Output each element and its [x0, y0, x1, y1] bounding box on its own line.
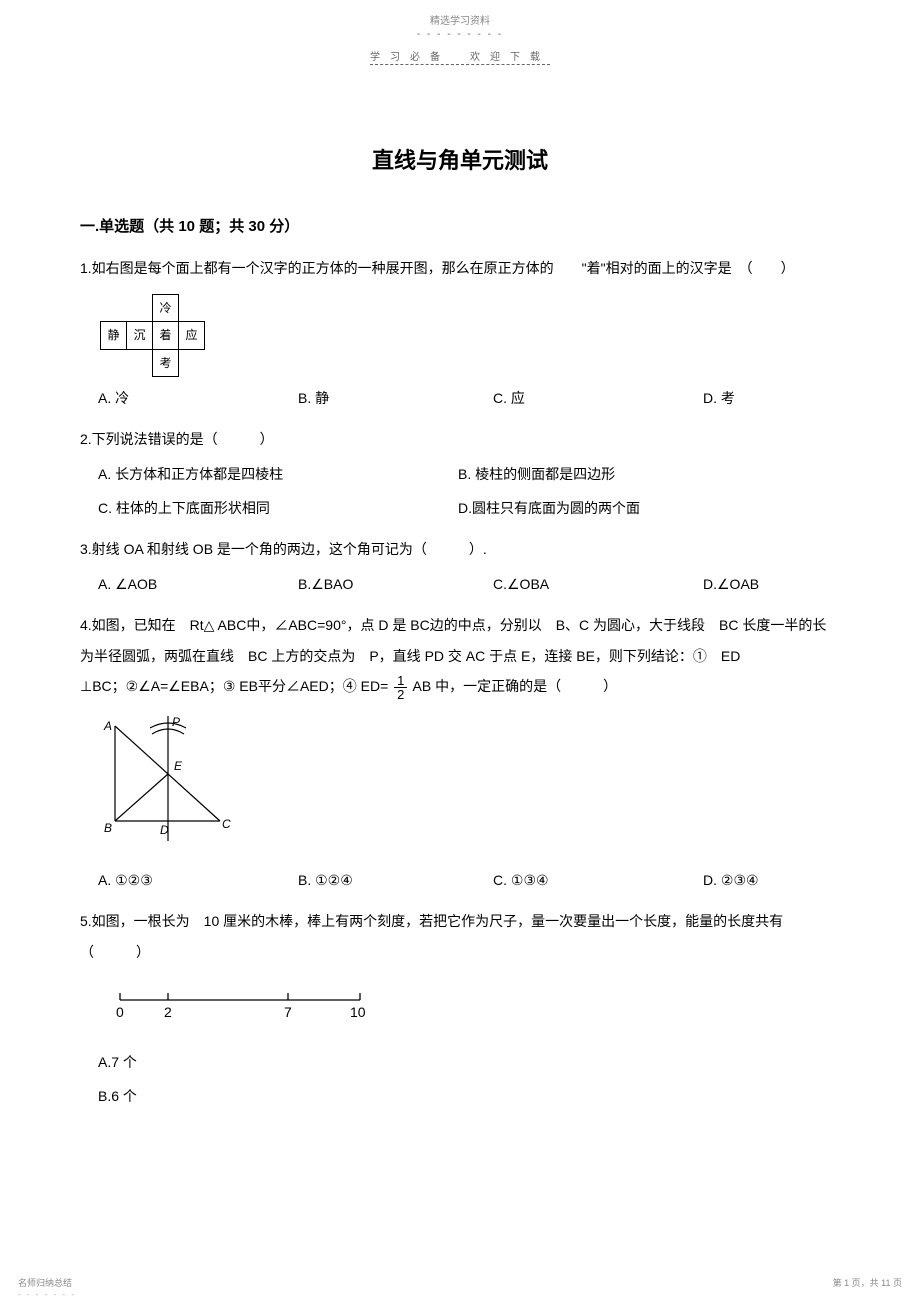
q1-option-a: A. 冷	[98, 383, 298, 414]
tick-7: 7	[284, 1004, 292, 1020]
label-c: C	[222, 817, 231, 831]
net-cell-2: 沉	[127, 322, 153, 349]
question-4: 4.如图，已知在 Rt△ ABC中，∠ABC=90°，点 D 是 BC边的中点，…	[80, 610, 840, 896]
q2-option-c: C. 柱体的上下底面形状相同	[98, 493, 458, 524]
q2-option-d: D.圆柱只有底面为圆的两个面	[458, 493, 640, 524]
q5-option-b: B.6 个	[98, 1080, 840, 1114]
fraction-one-half: 1 2	[394, 674, 407, 701]
tick-0: 0	[116, 1004, 124, 1020]
label-e: E	[174, 759, 183, 773]
question-3: 3.射线 OA 和射线 OB 是一个角的两边，这个角可记为（ ）. A. ∠AO…	[80, 534, 840, 600]
q4-text-line1: 4.如图，已知在 Rt△ ABC中，∠ABC=90°，点 D 是 BC边的中点，…	[80, 610, 840, 672]
q4-text-pre: ⊥BC；②∠A=∠EBA；③ EB平分∠AED；④ ED=	[80, 678, 392, 694]
q4-option-a: A. ①②③	[98, 865, 298, 896]
net-cell-1: 静	[101, 322, 127, 349]
net-cell-4: 应	[179, 322, 205, 349]
q1-option-b: B. 静	[298, 383, 493, 414]
doc-source-header: 精选学习资料	[0, 0, 920, 27]
q4-text-line2: ⊥BC；②∠A=∠EBA；③ EB平分∠AED；④ ED= 1 2 AB 中，一…	[80, 671, 840, 702]
frac-denominator: 2	[394, 688, 407, 701]
label-a: A	[103, 719, 112, 733]
net-cell-top: 冷	[153, 294, 179, 321]
label-b: B	[104, 821, 112, 835]
q3-option-a: A. ∠AOB	[98, 569, 298, 600]
footer-right: 第 1 页，共 11 页	[833, 1276, 902, 1289]
net-cell-bottom: 考	[153, 349, 179, 376]
q1-cube-net-figure: 冷 静 沉 着 应 考	[100, 294, 840, 377]
doc-sub-header: 学习必备 欢迎下载	[0, 48, 920, 63]
q4-text-post: AB 中，一定正确的是（ ）	[413, 678, 618, 694]
q3-text: 3.射线 OA 和射线 OB 是一个角的两边，这个角可记为（ ）.	[80, 534, 840, 565]
page-title: 直线与角单元测试	[0, 143, 920, 175]
net-cell-3: 着	[153, 322, 179, 349]
label-p: P	[172, 716, 180, 729]
content-area: 一.单选题（共 10 题；共 30 分） 1.如右图是每个面上都有一个汉字的正方…	[0, 175, 920, 1113]
q3-option-c: C.∠OBA	[493, 569, 703, 600]
frac-numerator: 1	[394, 674, 407, 688]
tick-2: 2	[164, 1004, 172, 1020]
q2-option-b: B. 棱柱的侧面都是四边形	[458, 459, 615, 490]
q1-text: 1.如右图是每个面上都有一个汉字的正方体的一种展开图，那么在原正方体的 "着"相…	[80, 253, 840, 284]
q4-option-d: D. ②③④	[703, 865, 759, 896]
footer-dots: - - - - - - -	[18, 1290, 76, 1299]
question-5: 5.如图，一根长为 10 厘米的木棒，棒上有两个刻度，若把它作为尺子，量一次要量…	[80, 906, 840, 1114]
label-d: D	[160, 823, 169, 837]
doc-header-dots: - - - - - - - - -	[0, 29, 920, 40]
q1-option-d: D. 考	[703, 383, 735, 414]
q5-option-a: A.7 个	[98, 1046, 840, 1080]
q4-option-b: B. ①②④	[298, 865, 493, 896]
q2-text: 2.下列说法错误的是（ ）	[80, 424, 840, 455]
footer-left: 名师归纳总结	[18, 1276, 72, 1289]
section-1-title: 一.单选题（共 10 题；共 30 分）	[80, 210, 840, 243]
q5-text: 5.如图，一根长为 10 厘米的木棒，棒上有两个刻度，若把它作为尺子，量一次要量…	[80, 906, 840, 968]
q1-option-c: C. 应	[493, 383, 703, 414]
q5-ruler-figure: 0 2 7 10	[110, 985, 840, 1036]
q4-triangle-figure: A P E B D C	[100, 716, 840, 857]
question-2: 2.下列说法错误的是（ ） A. 长方体和正方体都是四棱柱 B. 棱柱的侧面都是…	[80, 424, 840, 524]
tick-10: 10	[350, 1004, 366, 1020]
q1-options: A. 冷 B. 静 C. 应 D. 考	[80, 383, 840, 414]
q4-option-c: C. ①③④	[493, 865, 703, 896]
q2-option-a: A. 长方体和正方体都是四棱柱	[98, 459, 458, 490]
q3-option-b: B.∠BAO	[298, 569, 493, 600]
question-1: 1.如右图是每个面上都有一个汉字的正方体的一种展开图，那么在原正方体的 "着"相…	[80, 253, 840, 414]
q3-option-d: D.∠OAB	[703, 569, 759, 600]
